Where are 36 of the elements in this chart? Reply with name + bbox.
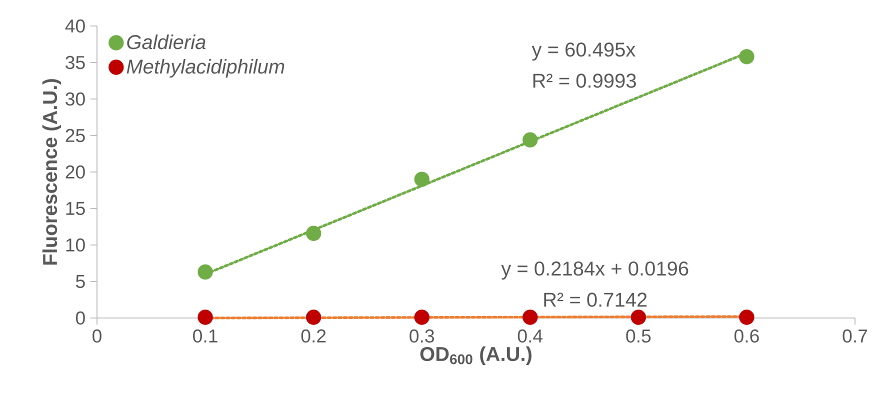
y-tick-label: 15 <box>66 202 85 216</box>
y-tick-label: 30 <box>66 92 85 106</box>
legend-label: Methylacidiphilum <box>126 59 284 78</box>
y-tick-label: 20 <box>66 165 85 179</box>
x-tick-label: 0 <box>92 329 102 343</box>
point <box>522 132 538 148</box>
y-tick-label: 0 <box>76 311 85 325</box>
x-tick-label: 0.1 <box>193 329 218 343</box>
point <box>306 226 322 241</box>
y-tick-label: 10 <box>66 238 85 252</box>
annotation: y = 0.2184x + 0.0196 <box>501 261 688 280</box>
point <box>739 310 754 325</box>
y-axis-title: Fluorescence (A.U.) <box>42 79 62 265</box>
point <box>306 310 322 325</box>
y-tick-label: 40 <box>65 19 85 33</box>
y-tick-label: 5 <box>76 274 85 288</box>
point <box>630 310 646 325</box>
x-tick-label: 0.4 <box>518 329 543 343</box>
x-tick-label: 0.6 <box>734 329 759 343</box>
x-tick-label: 0.7 <box>842 329 868 343</box>
point <box>198 310 213 325</box>
legend-label: Galdieria <box>127 34 206 50</box>
point <box>414 310 430 325</box>
x-tick-label: 0.3 <box>410 329 434 343</box>
y-tick-label: 25 <box>66 128 85 142</box>
y-tick-label: 35 <box>66 56 85 70</box>
annotation: y = 60.495x <box>532 42 636 61</box>
point <box>414 172 430 187</box>
x-axis-title: OD$_{600}$ (A.U.) <box>420 346 532 366</box>
point <box>522 310 538 325</box>
x-tick-label: 0.5 <box>626 329 651 343</box>
point <box>739 49 754 64</box>
annotation: R² = 0.9993 <box>533 74 636 88</box>
annotation: R² = 0.7142 <box>544 292 647 307</box>
point <box>198 264 213 280</box>
x-tick-label: 0.2 <box>301 329 326 343</box>
